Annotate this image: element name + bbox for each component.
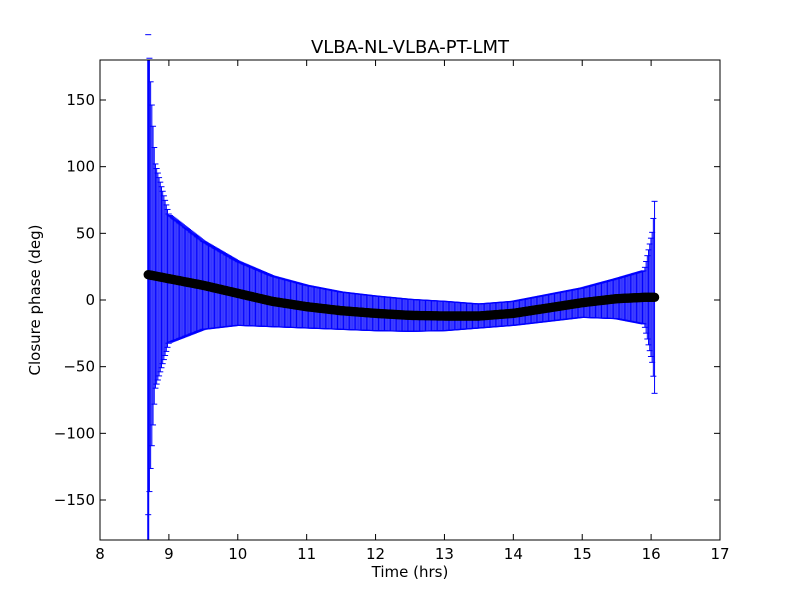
x-tick-label: 16 [642,545,661,563]
y-tick-label: −150 [54,491,95,509]
y-tick-label: 50 [76,224,95,242]
x-tick-label: 17 [710,545,729,563]
y-tick-label: −50 [63,358,95,376]
x-tick-label: 8 [95,545,105,563]
data-point [649,292,660,303]
x-tick-label: 9 [164,545,174,563]
x-tick-label: 15 [573,545,592,563]
y-tick-label: 150 [66,91,95,109]
y-axis-ticks: −150 −100 −50 0 50 100 150 [54,91,720,509]
x-axis-ticks: 8 9 10 11 12 13 14 15 16 17 [95,60,730,563]
chart-title: VLBA-NL-VLBA-PT-LMT [311,37,510,58]
y-tick-label: 0 [85,291,95,309]
data-points-layer [143,269,660,321]
x-tick-label: 14 [504,545,523,563]
x-tick-label: 13 [435,545,454,563]
y-axis-title: Closure phase (deg) [26,225,44,376]
y-tick-label: 100 [66,158,95,176]
x-tick-label: 11 [297,545,316,563]
y-tick-label: −100 [54,424,95,442]
x-axis-title: Time (hrs) [371,563,449,581]
x-tick-label: 12 [366,545,385,563]
x-tick-label: 10 [228,545,247,563]
